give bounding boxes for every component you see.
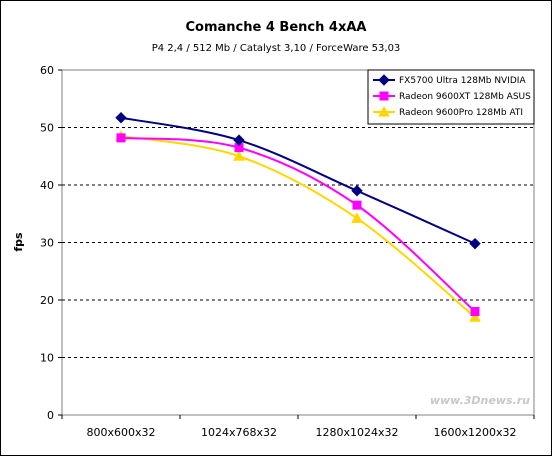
data-point	[469, 311, 481, 322]
y-tick-label: 0	[47, 409, 54, 422]
series-group	[115, 112, 481, 322]
y-tick-label: 60	[40, 64, 54, 77]
data-point	[469, 237, 481, 250]
gridlines	[62, 127, 534, 358]
data-point	[352, 200, 362, 210]
series-line	[120, 136, 476, 313]
x-tick-label: 1024x768x32	[201, 426, 277, 439]
data-point	[470, 307, 480, 316]
y-axis-ticks: 0 10 20 30 40 50 60	[40, 64, 62, 422]
data-point	[233, 134, 245, 146]
legend-item: Radeon 9600XT 128Mb ASUS	[373, 91, 531, 102]
x-tick-label: 800x600x32	[86, 426, 155, 439]
legend-marker	[378, 74, 390, 86]
data-point	[233, 150, 245, 161]
y-tick-label: 20	[40, 294, 54, 307]
y-tick-label: 50	[40, 122, 54, 135]
y-tick-label: 40	[40, 179, 54, 192]
y-axis-label: fps	[12, 232, 25, 252]
chart-title: Comanche 4 Bench 4xAA	[186, 20, 367, 35]
legend-label: FX5700 Ultra 128Mb NVIDIA	[399, 76, 526, 86]
watermark: www.3Dnews.ru	[430, 394, 530, 407]
legend-item: FX5700 Ultra 128Mb NVIDIA	[373, 74, 526, 86]
legend-marker	[379, 91, 389, 101]
x-tick-label: 1600x1200x32	[433, 426, 516, 439]
series-2	[116, 133, 480, 316]
legend-label: Radeon 9600Pro 128Mb ATI	[399, 108, 523, 118]
data-point	[115, 112, 127, 124]
y-tick-label: 10	[40, 352, 54, 365]
data-point	[351, 185, 363, 197]
series-line	[120, 116, 476, 245]
y-tick-label: 30	[40, 237, 54, 250]
legend-item: Radeon 9600Pro 128Mb ATI	[373, 105, 523, 118]
legend: FX5700 Ultra 128Mb NVIDIA Radeon 9600XT 1…	[367, 69, 535, 125]
series-1	[115, 112, 481, 250]
x-tick-label: 1280x1024x32	[315, 426, 398, 439]
legend-label: Radeon 9600XT 128Mb ASUS	[399, 92, 531, 102]
legend-marker	[378, 105, 390, 117]
data-point	[351, 212, 363, 223]
x-axis-ticks: 800x600x32 1024x768x32 1280x1024x32 1600x12…	[61, 415, 535, 439]
legend-box	[367, 69, 535, 125]
data-point	[116, 133, 126, 143]
series-line	[120, 135, 476, 319]
chart-subtitle: P4 2,4 / 512 Mb / Catalyst 3,10 / ForceW…	[152, 43, 401, 54]
